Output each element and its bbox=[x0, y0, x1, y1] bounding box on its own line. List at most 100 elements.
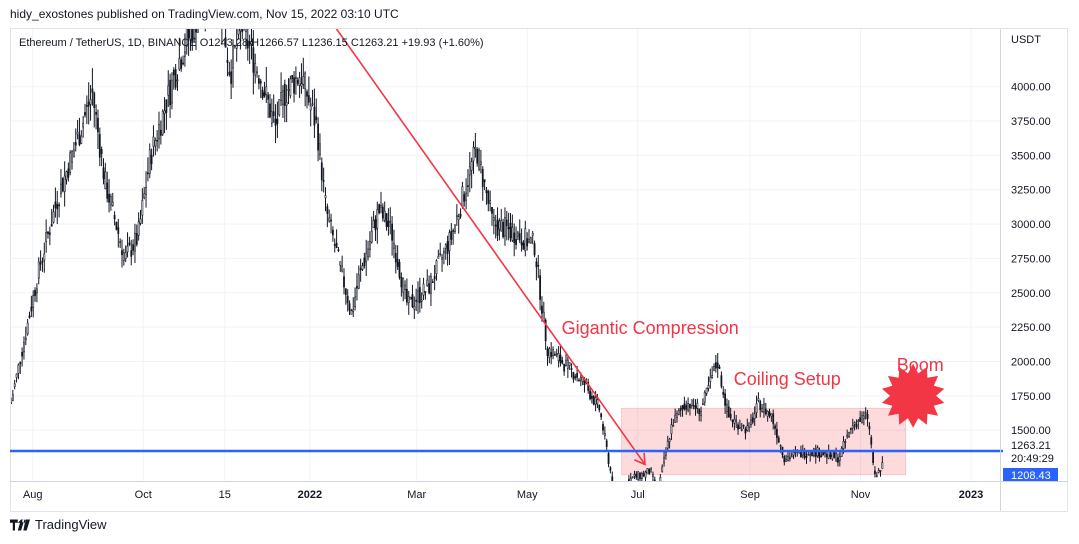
candle-body bbox=[785, 459, 788, 462]
candle-body bbox=[110, 196, 112, 206]
candle-body bbox=[603, 433, 606, 437]
candle-body bbox=[594, 397, 597, 405]
candle-body bbox=[566, 359, 569, 369]
time-tick-label: 2022 bbox=[298, 489, 322, 501]
candle-body bbox=[226, 59, 229, 63]
candle-body bbox=[300, 83, 303, 87]
candle-body bbox=[396, 258, 399, 267]
candle-body bbox=[26, 322, 29, 335]
candle-body bbox=[246, 40, 249, 49]
candle-body bbox=[533, 243, 536, 256]
candle-body bbox=[716, 362, 719, 369]
candle-body bbox=[448, 232, 451, 252]
candle-body bbox=[363, 257, 366, 266]
candle-body bbox=[548, 348, 551, 359]
candle-body bbox=[848, 431, 850, 437]
candle-body bbox=[761, 407, 764, 412]
candle-body bbox=[315, 116, 318, 121]
candle-body bbox=[472, 146, 475, 162]
candle-body bbox=[742, 424, 745, 427]
candle-body bbox=[787, 456, 789, 461]
candle-body bbox=[635, 473, 638, 478]
candle-body bbox=[187, 29, 190, 39]
candle-body bbox=[557, 353, 560, 362]
candle-body bbox=[223, 19, 224, 22]
candle-body bbox=[50, 223, 53, 227]
tradingview-logo-icon bbox=[10, 518, 30, 531]
tradingview-footer[interactable]: TradingView bbox=[10, 517, 107, 532]
candle-body bbox=[700, 410, 702, 416]
candle-body bbox=[658, 485, 659, 489]
candle-body bbox=[221, 14, 222, 27]
candle-body bbox=[881, 462, 884, 469]
annotation-label: Coiling Setup bbox=[734, 369, 841, 389]
candle-body bbox=[668, 438, 671, 443]
candle-body bbox=[602, 424, 604, 431]
candle-body bbox=[311, 103, 314, 106]
candle-body bbox=[339, 261, 342, 266]
candle-body bbox=[846, 434, 849, 438]
candle-body bbox=[424, 291, 427, 293]
annotation-label: Gigantic Compression bbox=[562, 318, 739, 338]
price-tick-label: 2750.00 bbox=[1011, 253, 1051, 265]
candle-body bbox=[404, 284, 406, 291]
candle-body bbox=[470, 161, 473, 171]
candle-body bbox=[163, 110, 166, 114]
candle-body bbox=[763, 403, 765, 413]
candle-body bbox=[446, 241, 449, 254]
candle-body bbox=[707, 385, 710, 389]
candle-body bbox=[862, 415, 865, 419]
candle-body bbox=[174, 69, 177, 88]
candle-body bbox=[879, 469, 882, 472]
candle-body bbox=[385, 213, 388, 227]
candle-body bbox=[272, 111, 275, 117]
candle-body bbox=[829, 454, 832, 457]
candle-body bbox=[302, 76, 305, 85]
candle-body bbox=[143, 193, 146, 199]
candle-body bbox=[738, 426, 741, 429]
candle-body bbox=[748, 422, 751, 428]
candle-body bbox=[269, 103, 271, 118]
candle-body bbox=[393, 243, 395, 249]
candle-body bbox=[720, 375, 723, 387]
time-tick-label: Aug bbox=[23, 489, 43, 501]
candle-body bbox=[356, 286, 358, 289]
candle-body bbox=[41, 260, 44, 263]
candle-body bbox=[128, 242, 131, 246]
candle-body bbox=[498, 220, 501, 230]
candle-body bbox=[117, 227, 120, 234]
candle-body bbox=[544, 319, 547, 342]
candle-body bbox=[380, 204, 382, 208]
candle-body bbox=[696, 402, 699, 409]
candle-body bbox=[322, 180, 325, 182]
candle-body bbox=[800, 451, 802, 458]
candle-body bbox=[63, 175, 66, 192]
candle-body bbox=[230, 71, 233, 84]
candle-body bbox=[43, 253, 46, 261]
candles-layer bbox=[11, 14, 884, 489]
candle-body bbox=[78, 134, 81, 145]
candle-body bbox=[513, 232, 516, 243]
candle-body bbox=[413, 306, 416, 310]
candle-body bbox=[605, 440, 608, 447]
candle-body bbox=[537, 264, 540, 267]
candle-body bbox=[185, 29, 188, 47]
candle-body bbox=[468, 166, 471, 176]
candle-body bbox=[866, 414, 869, 419]
candle-body bbox=[790, 455, 793, 458]
candle-body bbox=[91, 88, 94, 93]
candle-body bbox=[147, 172, 149, 175]
candle-body bbox=[777, 437, 780, 443]
candle-body bbox=[487, 191, 490, 204]
candle-body bbox=[751, 417, 754, 423]
candle-body bbox=[418, 287, 421, 304]
candle-body bbox=[335, 242, 338, 248]
candle-body bbox=[156, 139, 159, 142]
candle-body bbox=[39, 262, 42, 265]
candle-body bbox=[344, 288, 347, 295]
candle-body bbox=[430, 275, 432, 294]
candle-body bbox=[52, 211, 55, 223]
candle-body bbox=[121, 250, 123, 256]
candle-body bbox=[239, 29, 242, 32]
